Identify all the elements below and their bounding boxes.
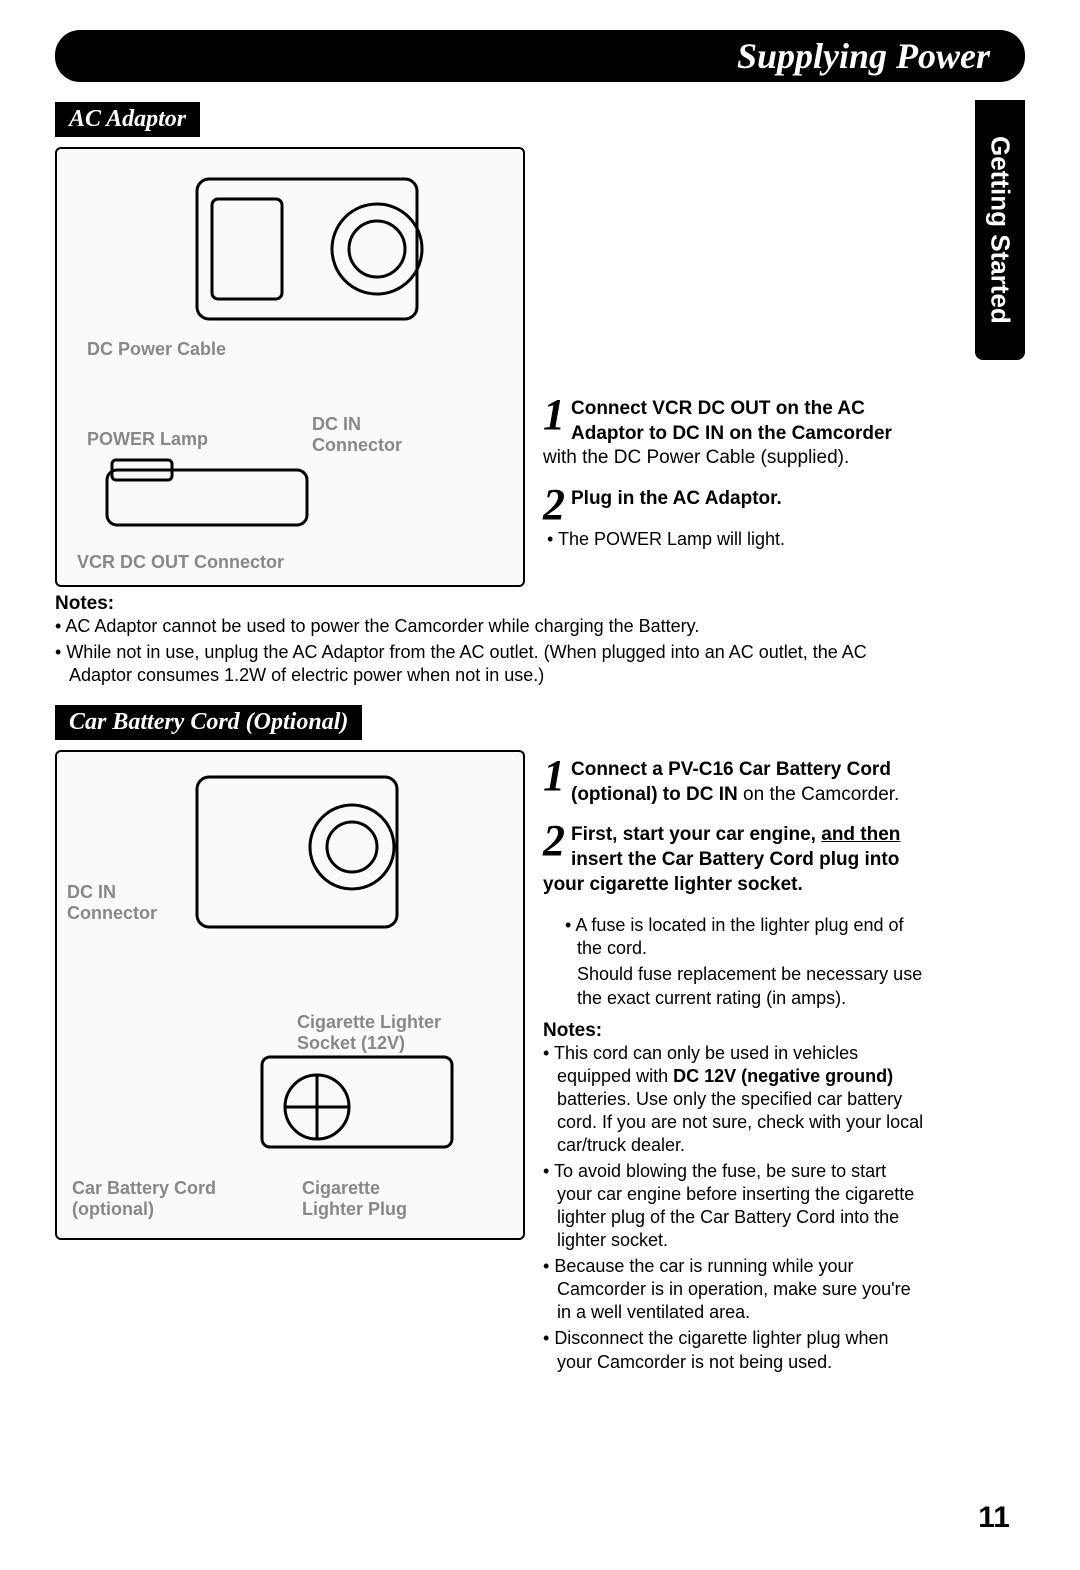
step-2-car: 2 First, start your car engine, and then… [543,823,925,897]
step-2-ac: 2 Plug in the AC Adaptor. • The POWER La… [543,487,925,552]
section-label-car-battery: Car Battery Cord (Optional) [55,705,362,740]
side-tab-label: Getting Started [985,136,1016,324]
step-num-2b: 2 [543,823,565,858]
s2-step2-sub-bullet: • A fuse is located in the lighter plug … [577,914,925,961]
section-label-ac-adaptor: AC Adaptor [55,102,200,137]
section1-label: AC Adaptor [69,106,186,132]
step1-bold: Connect VCR DC OUT on the AC Adaptor to … [571,398,892,444]
step2-bullet: • The POWER Lamp will light. [559,522,925,551]
step-num-1b: 1 [543,758,565,793]
step-num-1: 1 [543,397,565,432]
page-title-bar: Supplying Power [55,30,1025,82]
note-item: AC Adaptor cannot be used to power the C… [69,615,925,638]
page-number: 11 [978,1501,1010,1535]
callout-cig-plug: Cigarette Lighter Plug [302,1178,442,1220]
s2-step1-rest: on the Camcorder. [738,784,900,805]
s2-step2-pre: First, start your car engine, [571,824,821,845]
callout-cig-socket: Cigarette Lighter Socket (12V) [297,1012,497,1054]
diagram-car-battery: DC IN Connector Cigarette Lighter Socket… [55,750,525,1240]
callout-dc-in-2: DC IN Connector [67,882,177,924]
diagram-ac-adaptor: DC Power Cable POWER Lamp DC IN Connecto… [55,147,525,587]
note-item: This cord can only be used in vehicles e… [557,1042,925,1157]
callout-vcr-dc-out: VCR DC OUT Connector [77,552,284,573]
step-1-car: 1 Connect a PV-C16 Car Battery Cord (opt… [543,758,925,807]
step-num-2: 2 [543,487,565,522]
camcorder-illustration-2-icon [177,767,437,957]
note-item: While not in use, unplug the AC Adaptor … [69,641,925,687]
note-item: Disconnect the cigarette lighter plug wh… [557,1327,925,1373]
notes-list-1: AC Adaptor cannot be used to power the C… [55,615,925,687]
camcorder-illustration-icon [177,159,477,359]
note-item: To avoid blowing the fuse, be sure to st… [557,1160,925,1252]
notes-list-2: This cord can only be used in vehicles e… [543,1042,925,1373]
callout-power-lamp: POWER Lamp [87,429,208,450]
notes-heading-2: Notes: [543,1020,925,1042]
step1-rest: with the DC Power Cable (supplied). [543,447,849,468]
callout-car-battery-cord: Car Battery Cord (optional) [72,1178,272,1220]
ac-adaptor-illustration-icon [87,450,347,550]
step2-bold: Plug in the AC Adaptor. [571,488,782,509]
page-title: Supplying Power [737,35,990,77]
s2-step2-post: insert the Car Battery Cord plug into yo… [543,849,899,895]
side-tab-getting-started: Getting Started [975,100,1025,360]
section2-label: Car Battery Cord (Optional) [69,709,348,735]
dashboard-illustration-icon [257,1052,457,1162]
notes-heading-1: Notes: [55,593,925,615]
note-item: Because the car is running while your Ca… [557,1255,925,1324]
s2-step2-sub-text: Should fuse replacement be necessary use… [577,963,925,1010]
step-1-ac: 1 Connect VCR DC OUT on the AC Adaptor t… [543,397,925,471]
s2-step2-under: and then [821,824,900,845]
